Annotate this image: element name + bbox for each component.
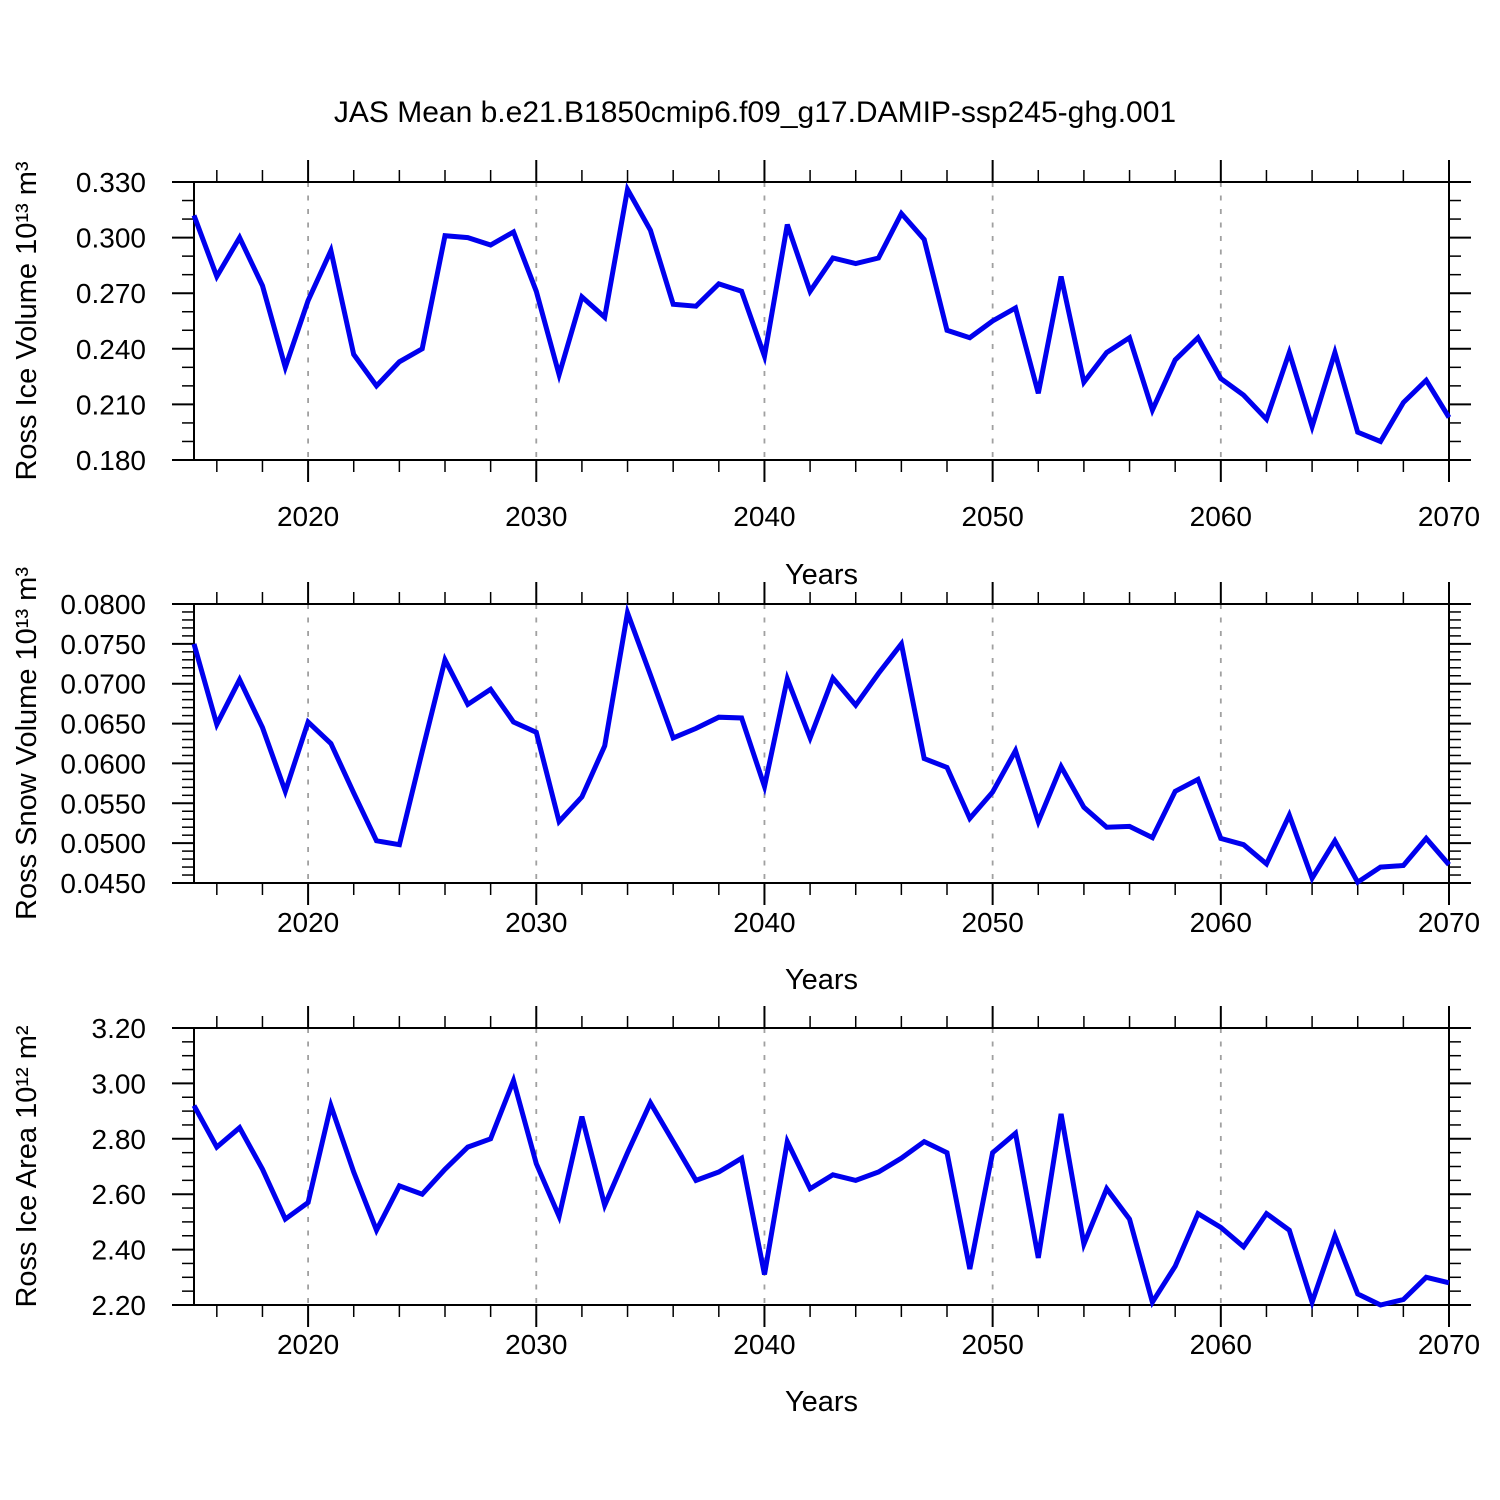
x-tick-label: 2020 (277, 907, 339, 938)
y-tick-label: 0.0700 (60, 669, 146, 700)
panel-snow-volume: Ross Snow Volume 10¹³ m³ Years 0.08000.0… (11, 567, 1480, 996)
x-tick-label: 2040 (733, 907, 795, 938)
y-tick-label: 2.60 (92, 1179, 147, 1210)
x-axis-title-snow-volume: Years (785, 964, 858, 996)
y-axis-title-ice-volume: Ross Ice Volume 10¹³ m³ (11, 161, 43, 480)
plot-area-ice-area: 3.20 3.00 2.80 2.60 2.40 2.20 2020 2030 2040 2050… (92, 1006, 1480, 1360)
plot-area-snow-volume: 0.0800 0.0750 0.0700 0.0650 0.0600 0.0550 0.05… (60, 582, 1480, 938)
x-tick-label: 2050 (961, 1329, 1023, 1360)
y-tick-label: 0.210 (76, 389, 146, 420)
y-tick-label: 0.240 (76, 334, 146, 365)
plot-frame (193, 181, 1450, 461)
x-axis-title-ice-area: Years (785, 1386, 858, 1418)
plot-frame (193, 603, 1450, 884)
y-tick-label: 2.40 (92, 1235, 147, 1266)
y-axis-title-snow-volume: Ross Snow Volume 10¹³ m³ (11, 567, 43, 920)
y-tick-label: 0.0450 (60, 868, 146, 899)
x-tick-label: 2030 (505, 907, 567, 938)
x-tick-label: 2050 (961, 907, 1023, 938)
x-tick-label: 2020 (277, 501, 339, 532)
x-tick-label: 2060 (1190, 501, 1252, 532)
y-tick-label: 0.0650 (60, 709, 146, 740)
figure-title: JAS Mean b.e21.B1850cmip6.f09_g17.DAMIP-… (334, 96, 1176, 129)
y-tick-label: 0.0750 (60, 629, 146, 660)
x-tick-label: 2070 (1418, 501, 1480, 532)
x-tick-label: 2060 (1190, 907, 1252, 938)
x-tick-label: 2070 (1418, 907, 1480, 938)
y-tick-label: 0.330 (76, 167, 146, 198)
y-tick-label: 0.270 (76, 278, 146, 309)
x-tick-label: 2070 (1418, 1329, 1480, 1360)
panel-ice-volume: Ross Ice Volume 10¹³ m³ Years 0.330 0.300… (11, 160, 1480, 591)
data-line (191, 1072, 1450, 1311)
x-tick-label: 2040 (733, 501, 795, 532)
y-tick-label: 3.00 (92, 1068, 147, 1099)
plot-frame (193, 1027, 1450, 1306)
x-tick-label: 2050 (961, 501, 1023, 532)
y-tick-label: 0.300 (76, 223, 146, 254)
y-tick-label: 0.180 (76, 445, 146, 476)
plot-area-ice-volume: 0.330 0.300 0.270 0.240 0.210 0.180 2020 2030 20… (76, 160, 1480, 532)
y-tick-label: 0.0600 (60, 748, 146, 779)
y-axis-title-ice-area: Ross Ice Area 10¹² m² (11, 1025, 43, 1307)
x-tick-label: 2030 (505, 501, 567, 532)
y-tick-label: 2.20 (92, 1290, 147, 1321)
y-tick-label: 0.0550 (60, 788, 146, 819)
y-tick-label: 3.20 (92, 1013, 147, 1044)
x-axis-title-ice-volume: Years (785, 559, 858, 591)
x-tick-label: 2020 (277, 1329, 339, 1360)
data-line (191, 182, 1452, 445)
y-tick-label: 0.0500 (60, 828, 146, 859)
panel-ice-area: Ross Ice Area 10¹² m² Years 3.20 3.00 2.80… (11, 1006, 1480, 1418)
y-tick-label: 2.80 (92, 1124, 147, 1155)
data-line (191, 603, 1451, 886)
x-tick-label: 2040 (733, 1329, 795, 1360)
x-tick-label: 2030 (505, 1329, 567, 1360)
x-tick-label: 2060 (1190, 1329, 1252, 1360)
y-tick-label: 0.0800 (60, 589, 146, 620)
